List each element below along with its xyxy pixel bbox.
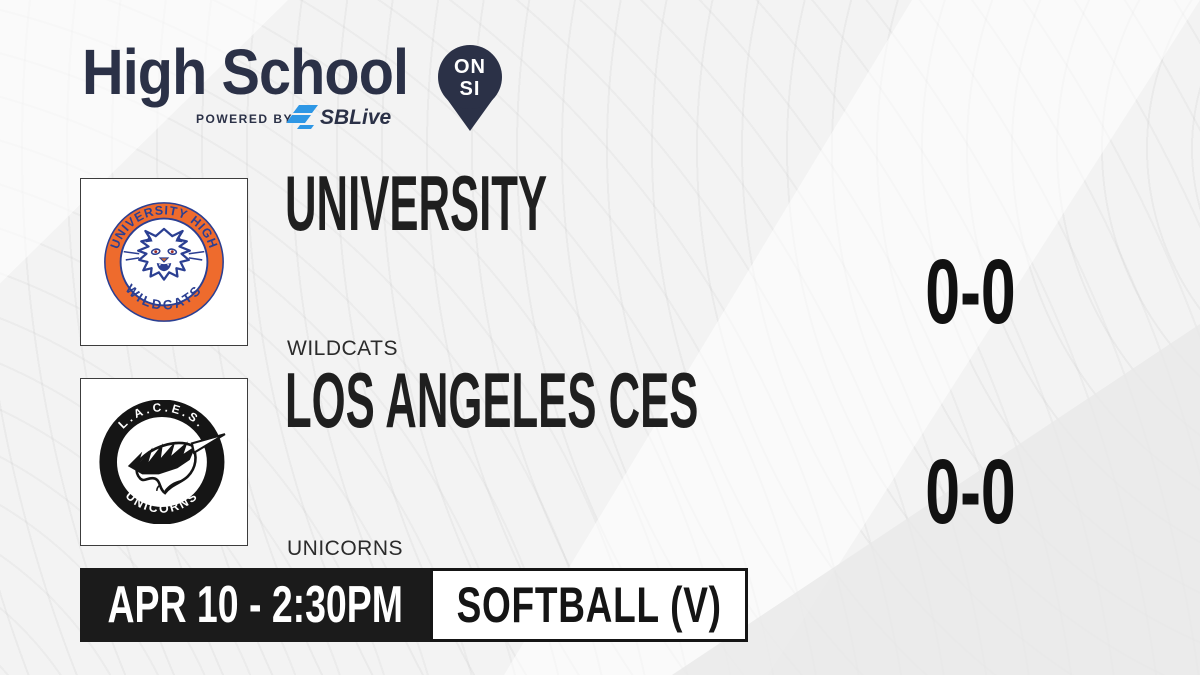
event-datetime-bar: APR 10 - 2:30PM bbox=[80, 568, 430, 642]
team1-record-value: 0-0 bbox=[924, 241, 1016, 343]
powered-by-label: POWERED BY bbox=[196, 112, 294, 126]
event-sport-box: SOFTBALL (V) bbox=[430, 568, 748, 642]
team2-mascot: UNICORNS bbox=[287, 537, 404, 560]
sblive-wordmark: SBLive bbox=[320, 106, 392, 129]
team1-mascot: WILDCATS bbox=[287, 337, 398, 360]
high-school-wordmark: High School bbox=[82, 36, 409, 108]
team2-name: LOS ANGELES CES bbox=[285, 356, 699, 444]
team1-record: 0-0 bbox=[845, 246, 1095, 338]
team1-name: UNIVERSITY bbox=[285, 159, 548, 247]
pin-line2: SI bbox=[460, 78, 481, 100]
event-datetime: APR 10 - 2:30PM bbox=[107, 576, 403, 634]
unicorn-head-icon bbox=[127, 433, 226, 495]
sblive-stripes-icon bbox=[287, 105, 318, 129]
event-sport: SOFTBALL (V) bbox=[456, 577, 722, 633]
laces-unicorns-logo-icon: L.A.C.E.S. UNICORNS bbox=[99, 400, 226, 524]
wildcat-head-icon bbox=[123, 227, 205, 281]
team2-record-value: 0-0 bbox=[924, 441, 1016, 543]
on-si-pin-icon: ON SI bbox=[438, 45, 502, 131]
team2-record: 0-0 bbox=[845, 446, 1095, 538]
pin-line1: ON bbox=[454, 56, 486, 78]
team2-logo-box: L.A.C.E.S. UNICORNS bbox=[80, 378, 248, 546]
team1-logo-box: UNIVERSITY HIGH WILDCATS bbox=[80, 178, 248, 346]
university-wildcats-logo-icon: UNIVERSITY HIGH WILDCATS bbox=[104, 202, 224, 322]
sblive-logo: SBLive bbox=[287, 105, 392, 129]
